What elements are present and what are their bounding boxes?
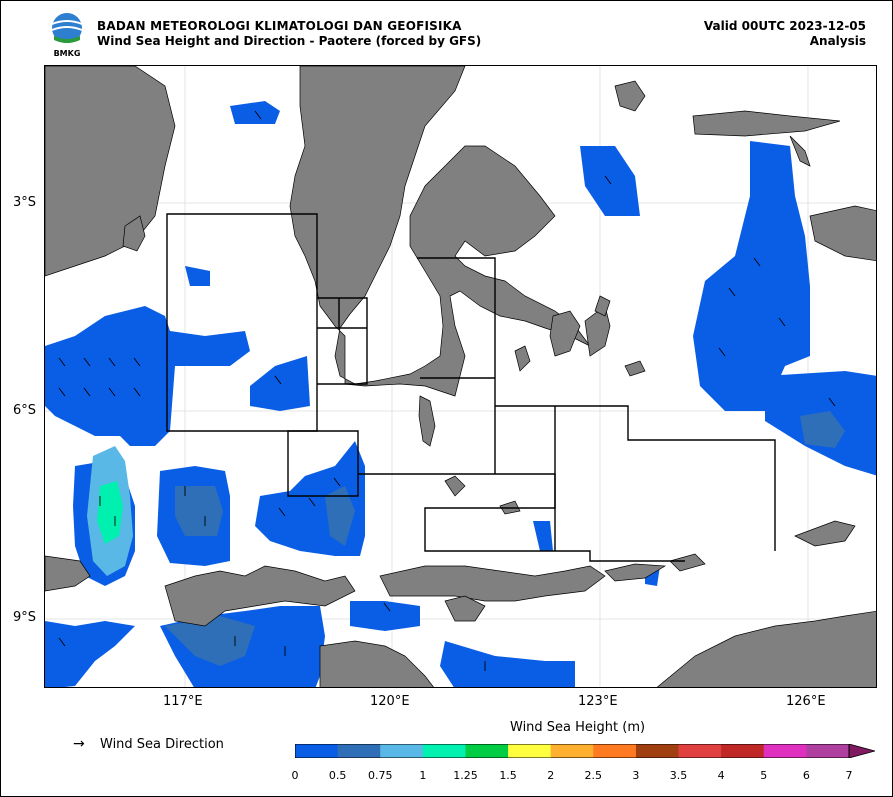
colorbar-tick-label: 0.75 (367, 769, 393, 782)
colorbar-tick-label: 1 (419, 769, 427, 782)
colorbar-tick-label: 0 (291, 769, 299, 782)
colorbar-segment (550, 744, 594, 758)
colorbar-tick-label: 5 (760, 769, 768, 782)
wind-direction-arrows (58, 110, 836, 671)
colorbar-segment (295, 744, 339, 758)
bmkg-logo-icon: BMKG (51, 13, 83, 58)
colorbar-segment (635, 744, 680, 758)
colorbar-segment (806, 744, 850, 758)
colorbar-segment (763, 744, 807, 758)
lat-tick-3s: 3°S (13, 195, 37, 210)
colorbar-tick-label: 1.5 (499, 769, 517, 782)
arrow-legend-icon: → (73, 736, 85, 752)
colorbar-tick-label: 7 (845, 769, 853, 782)
region-boundaries (166, 213, 776, 562)
colorbar-segment (337, 744, 381, 758)
arrow-legend-label: Wind Sea Direction (100, 737, 224, 752)
colorbar-tick-label: 6 (802, 769, 810, 782)
map-subtitle: Wind Sea Height and Direction - Paotere … (97, 34, 482, 48)
colorbar-segment (422, 744, 466, 758)
organization-title: BADAN METEOROLOGI KLIMATOLOGI DAN GEOFIS… (97, 19, 462, 33)
lon-tick-117e: 117°E (163, 694, 203, 709)
svg-text:BMKG: BMKG (54, 49, 81, 58)
colorbar-segment (721, 744, 765, 758)
wave-height-field (45, 101, 876, 687)
colorbar-tick-label: 3 (632, 769, 640, 782)
lon-tick-126e: 126°E (786, 694, 826, 709)
wave-map[interactable] (44, 65, 877, 688)
colorbar-tick-label: 1.25 (453, 769, 478, 782)
lat-tick-9s: 9°S (13, 610, 37, 625)
colorbar-segment (593, 744, 637, 758)
colorbar-segment (465, 744, 509, 758)
map-canvas (45, 66, 876, 687)
lon-tick-120e: 120°E (370, 694, 410, 709)
colorbar-tick-label: 2.5 (584, 769, 603, 782)
valid-time: Valid 00UTC 2023-12-05 (703, 19, 866, 33)
colorbar-title: Wind Sea Height (m) (510, 720, 646, 735)
lat-tick-6s: 6°S (13, 403, 37, 418)
analysis-label: Analysis (809, 34, 866, 48)
colorbar-tick-label: 4 (717, 769, 725, 782)
colorbar-extend-arrow (848, 744, 875, 758)
colorbar-tick-label: 2 (547, 769, 555, 782)
colorbar-tick-label: 3.5 (669, 769, 688, 782)
colorbar-segment (508, 744, 552, 758)
landmass (45, 66, 876, 687)
colorbar-tick-label: 0.5 (328, 769, 347, 782)
lon-tick-123e: 123°E (578, 694, 618, 709)
colorbar-segment (678, 744, 722, 758)
colorbar (295, 744, 875, 758)
colorbar-segment (380, 744, 424, 758)
